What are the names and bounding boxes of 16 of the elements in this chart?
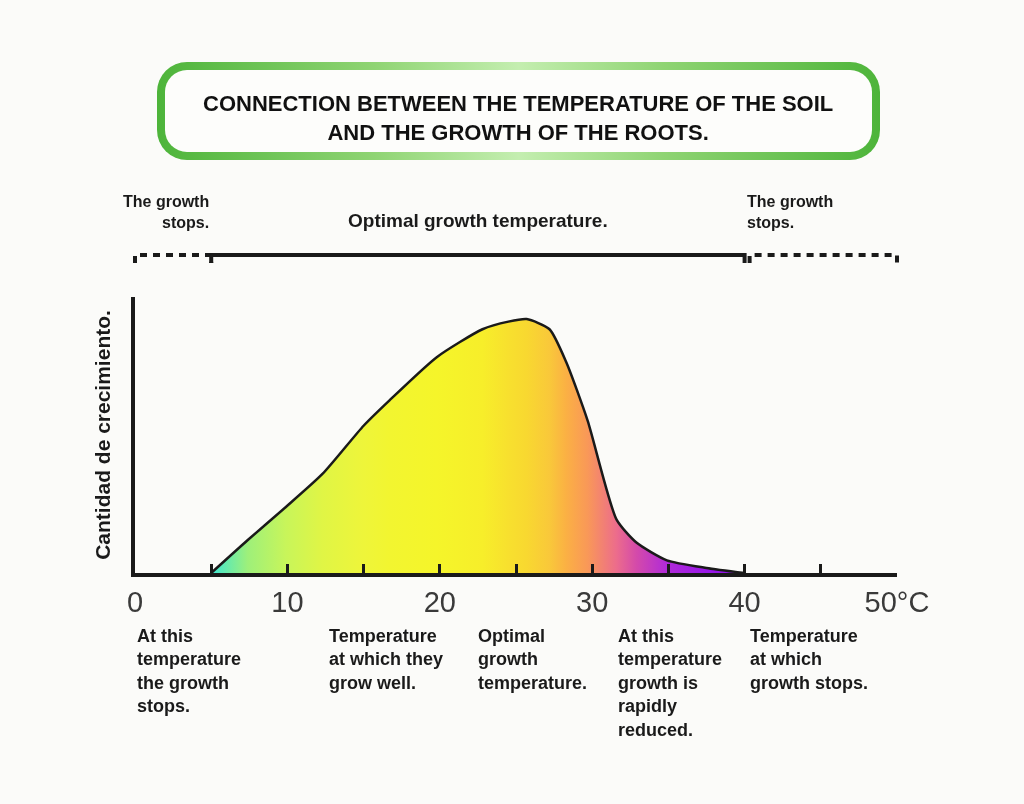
x-tick-label: 50°C [864, 585, 930, 618]
text: The growth stops. [747, 193, 834, 231]
text: The growth stops. [123, 193, 210, 231]
chart-title: CONNECTION BETWEEN THE TEMPERATURE OF THE SOIL AND THE GROWTH OF THE ROOTS. [203, 91, 834, 145]
text: Optimal growth temperature. [348, 210, 608, 231]
text: Temperature at which they grow well. [329, 626, 444, 693]
x-tick-label: 30 [576, 585, 609, 618]
text: At this temperature growth is rapidly reduced. [618, 626, 723, 740]
text: Optimal growth temperature. [478, 626, 588, 693]
x-tick-label: 20 [423, 585, 456, 618]
x-tick-label: 0 [126, 585, 144, 618]
text: Temperature at which growth stops. [750, 626, 868, 693]
x-tick-label: 40 [728, 585, 761, 618]
y-axis-title: Cantidad de crecimiento. [90, 310, 114, 560]
text: At this temperature the growth stops. [137, 626, 242, 717]
x-tick-label: 10 [271, 585, 304, 618]
